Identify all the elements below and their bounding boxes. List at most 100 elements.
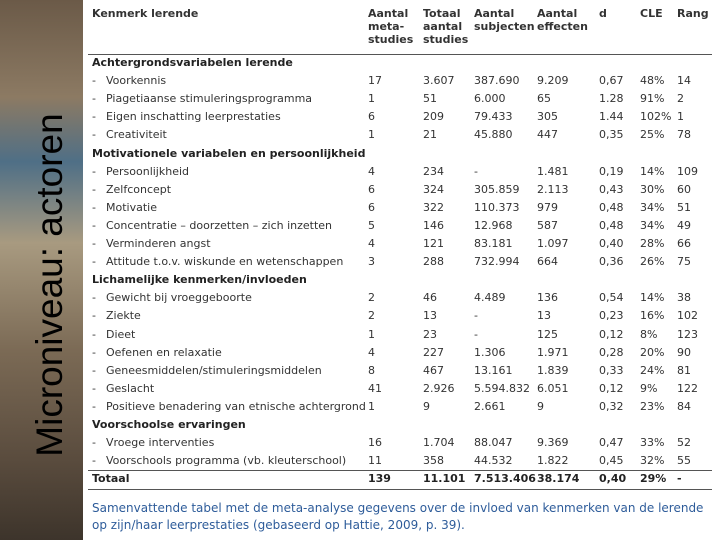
cell-value: 81 [677, 363, 691, 377]
cell-value: 467 [423, 363, 444, 377]
column-header: Kenmerk lerende [92, 7, 199, 20]
cell-value: 0,28 [599, 345, 624, 359]
cell-value: 4 [368, 164, 375, 178]
cell-value: 1.097 [537, 237, 569, 250]
cell-value: 6 [368, 182, 375, 196]
sidebar-photo: Microniveau: actoren [0, 0, 83, 540]
cell-value: 21 [423, 128, 437, 142]
cell-value: 6 [368, 110, 375, 124]
cell-value: 1.44 [599, 110, 624, 124]
cell-value: 20% [640, 345, 665, 359]
cell-value: 587 [537, 218, 558, 232]
cell-value: 1.971 [537, 345, 569, 359]
cell-value: 1 [368, 128, 375, 142]
column-header: Aantal [474, 7, 515, 20]
row-label: Ziekte [92, 309, 141, 322]
cell-value: 2.926 [423, 381, 455, 395]
cell-value: 25% [640, 128, 665, 142]
total-label: Totaal [92, 472, 130, 486]
cell-value: 0,23 [599, 309, 624, 323]
total-value: 11.101 [423, 472, 466, 486]
cell-value: 1.704 [423, 436, 455, 450]
row-label: Creativiteit [92, 128, 167, 141]
cell-value: 102 [677, 309, 698, 323]
cell-value: 8 [368, 363, 375, 377]
cell-value: 136 [537, 291, 558, 305]
cell-value: 0,45 [599, 454, 624, 468]
cell-value: 23 [423, 327, 437, 341]
cell-value: 5.594.832 [474, 381, 530, 395]
cell-value: 45.880 [474, 128, 513, 142]
cell-value: 14 [677, 74, 691, 88]
cell-value: 324 [423, 182, 444, 196]
cell-value: - [474, 309, 478, 323]
cell-value: 55 [677, 454, 691, 468]
cell-value: 2 [677, 92, 684, 106]
cell-value: 979 [537, 200, 558, 214]
cell-value: 0,33 [599, 363, 624, 377]
total-value: 139 [368, 472, 391, 486]
cell-value: 13.161 [474, 363, 513, 377]
cell-value: 9 [423, 399, 430, 413]
cell-value: 41 [368, 381, 382, 395]
row-label: Verminderen angst [92, 237, 210, 250]
cell-value: 26% [640, 255, 665, 269]
cell-value: 32% [640, 454, 665, 468]
cell-value: 0,47 [599, 436, 624, 450]
section-title: Motivationele variabelen en persoonlijkh… [92, 146, 366, 160]
cell-value: 234 [423, 164, 444, 178]
cell-value: 88.047 [474, 436, 513, 450]
cell-value: - [474, 327, 478, 341]
row-label: Positieve benadering van etnische achter… [92, 400, 366, 413]
total-value: - [677, 472, 682, 486]
cell-value: 3 [368, 255, 375, 269]
cell-value: 125 [537, 327, 558, 341]
cell-value: 2.113 [537, 182, 569, 196]
cell-value: 24% [640, 363, 665, 377]
total-value: 7.513.406 [474, 472, 536, 486]
cell-value: 1.28 [599, 92, 624, 106]
column-header: d [599, 7, 607, 20]
cell-value: 17 [368, 74, 382, 88]
total-rule-bottom [88, 489, 712, 490]
cell-value: 83.181 [474, 237, 513, 250]
cell-value: 16 [368, 436, 382, 450]
cell-value: 123 [677, 327, 698, 341]
cell-value: 209 [423, 110, 444, 124]
section-title: Achtergrondsvariabelen lerende [92, 56, 293, 69]
cell-value: 305 [537, 110, 558, 124]
row-label: Concentratie – doorzetten – zich inzette… [92, 219, 332, 232]
cell-value: 1 [368, 92, 375, 106]
column-header: studies [423, 33, 469, 46]
cell-value: 13 [423, 309, 437, 323]
cell-value: 79.433 [474, 110, 513, 124]
cell-value: 305.859 [474, 182, 520, 196]
row-label: Eigen inschatting leerprestaties [92, 110, 281, 123]
cell-value: 0,48 [599, 218, 624, 232]
row-label: Oefenen en relaxatie [92, 346, 222, 359]
cell-value: 0,40 [599, 237, 624, 250]
cell-value: 0,32 [599, 399, 624, 413]
cell-value: 0,43 [599, 182, 624, 196]
cell-value: 0,12 [599, 327, 624, 341]
cell-value: 14% [640, 164, 665, 178]
section-title: Lichamelijke kenmerken/invloeden [92, 273, 307, 287]
cell-value: 9.209 [537, 74, 569, 88]
cell-value: 0,48 [599, 200, 624, 214]
cell-value: 13 [537, 309, 551, 323]
cell-value: 110.373 [474, 200, 520, 214]
cell-value: 664 [537, 255, 558, 269]
cell-value: 6.051 [537, 381, 569, 395]
cell-value: 49 [677, 218, 691, 232]
cell-value: 358 [423, 454, 444, 468]
cell-value: 1 [677, 110, 684, 124]
column-header: aantal [423, 20, 463, 33]
cell-value: 38 [677, 291, 691, 305]
row-label: Zelfconcept [92, 183, 171, 196]
column-header: meta- [368, 20, 405, 33]
cell-value: 109 [677, 164, 698, 178]
cell-value: 9 [537, 399, 544, 413]
cell-value: 44.532 [474, 454, 513, 468]
cell-value: 9.369 [537, 436, 569, 450]
